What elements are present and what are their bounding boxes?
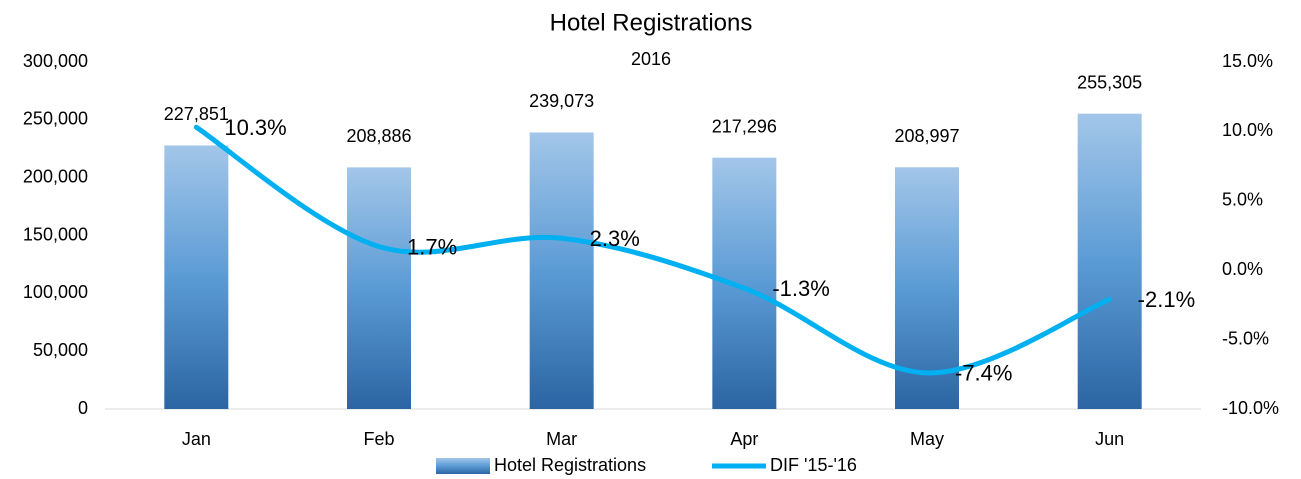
bar-value-label: 208,886 xyxy=(346,126,411,146)
line-value-label: 10.3% xyxy=(224,115,286,140)
y2-tick-label: 15.0% xyxy=(1222,51,1273,71)
bar-value-label: 208,997 xyxy=(894,126,959,146)
chart-title: Hotel Registrations xyxy=(550,9,753,36)
bar xyxy=(529,132,594,409)
legend-label: Hotel Registrations xyxy=(494,455,646,475)
y-tick-label: 200,000 xyxy=(23,166,88,186)
legend-swatch xyxy=(436,458,490,474)
bar xyxy=(712,157,777,409)
line-value-label: -1.3% xyxy=(772,276,829,301)
y-tick-label: 50,000 xyxy=(33,340,88,360)
line xyxy=(193,124,1113,376)
bar xyxy=(164,145,229,410)
x-tick-label: Apr xyxy=(730,429,758,449)
y-tick-label: 0 xyxy=(78,398,88,418)
x-tick-label: Jun xyxy=(1095,429,1124,449)
y-tick-label: 300,000 xyxy=(23,51,88,71)
line-value-label: -2.1% xyxy=(1138,287,1195,312)
bar-value-label: 217,296 xyxy=(712,116,777,136)
y2-tick-label: -10.0% xyxy=(1222,398,1279,418)
y-tick-label: 150,000 xyxy=(23,224,88,244)
y2-tick-label: 5.0% xyxy=(1222,190,1263,210)
bar xyxy=(347,167,411,409)
y2-tick-label: -5.0% xyxy=(1222,328,1269,348)
x-tick-label: Feb xyxy=(363,429,394,449)
y2-tick-label: 0.0% xyxy=(1222,259,1263,279)
y-tick-label: 250,000 xyxy=(23,109,88,129)
chart-subtitle: 2016 xyxy=(631,49,671,69)
x-tick-label: May xyxy=(910,429,944,449)
x-tick-label: Mar xyxy=(546,429,577,449)
bar-value-label: 255,305 xyxy=(1077,72,1142,92)
legend-label: DIF '15-'16 xyxy=(770,455,857,475)
y2-tick-label: 10.0% xyxy=(1222,120,1273,140)
bar-value-label: 239,073 xyxy=(529,91,594,111)
bar-value-label: 227,851 xyxy=(164,104,229,124)
bar xyxy=(1077,113,1142,410)
line-value-label: -7.4% xyxy=(955,361,1012,386)
y-tick-label: 100,000 xyxy=(23,282,88,302)
x-tick-label: Jan xyxy=(182,429,211,449)
line-value-label: 2.3% xyxy=(590,226,640,251)
line-value-label: 1.7% xyxy=(407,234,457,259)
